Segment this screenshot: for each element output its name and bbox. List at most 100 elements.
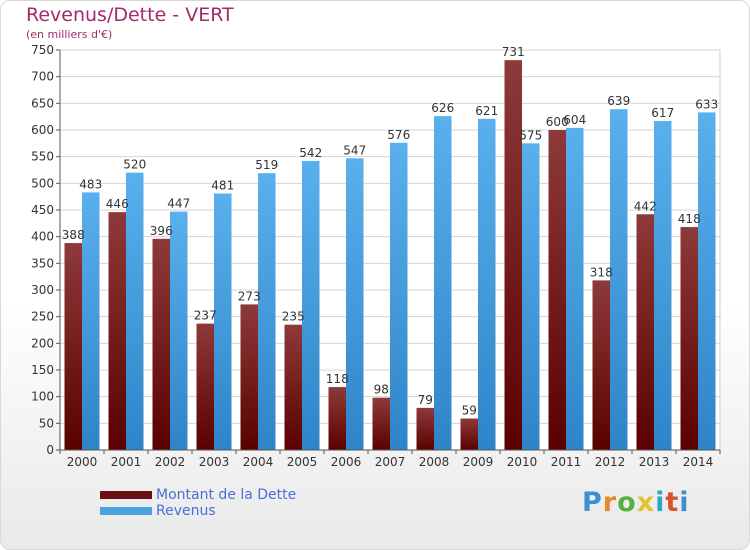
x-tick-label: 2012 [595,455,626,469]
data-label-revenus: 633 [695,97,718,111]
y-tick-label: 400 [31,230,54,244]
data-label-debt: 396 [150,224,173,238]
y-tick-label: 650 [31,96,54,110]
bar-revenus [214,193,232,450]
data-label-revenus: 626 [431,101,454,115]
data-label-debt: 388 [62,228,85,242]
bar-revenus [390,142,408,451]
legend-item-debt: Montant de la Dette [100,487,296,503]
chart-subtitle: (en milliers d'€) [26,28,113,41]
axes: 0 50 100 150 200 250 300 350 400 450 500 550 600 650 7… [31,43,721,469]
x-tick-label: 2014 [683,455,714,469]
x-tick-label: 2007 [375,455,406,469]
x-tick-label: 2009 [463,455,494,469]
bar-debt [64,243,82,450]
data-label-revenus: 547 [343,143,366,157]
y-tick-label: 100 [31,390,54,404]
y-tick-label: 550 [31,150,54,164]
data-label-debt: 273 [238,289,261,303]
data-label-revenus: 481 [211,178,234,192]
bar-revenus [610,109,628,450]
legend-swatch-debt [100,491,152,499]
data-label-revenus: 621 [475,104,498,118]
data-labels: 388 483 446 520 396 447 237 481 273 519 235 542 118 5… [62,45,718,417]
bar-revenus [302,160,320,450]
data-label-debt: 118 [326,372,349,386]
y-tick-label: 0 [46,443,54,457]
y-tick-label: 300 [31,283,54,297]
bar-debt [284,324,302,450]
data-label-debt: 442 [634,199,657,213]
data-label-debt: 59 [462,404,477,418]
x-tick-label: 2008 [419,455,450,469]
bar-debt [108,212,126,450]
legend-swatch-revenus [100,507,152,515]
bar-revenus [566,127,584,450]
x-tick-label: 2006 [331,455,362,469]
bar-debt [636,214,654,450]
y-tick-label: 200 [31,336,54,350]
bar-debt [372,397,390,450]
data-label-debt: 446 [106,197,129,211]
bar-revenus [522,143,540,451]
bar-revenus [698,112,716,451]
y-tick-label: 50 [39,416,54,430]
data-label-revenus: 575 [519,128,542,142]
data-label-debt: 418 [678,212,701,226]
x-tick-label: 2003 [199,455,230,469]
bar-revenus [170,211,188,450]
bar-debt [196,323,214,450]
bar-debt [460,418,478,450]
y-tick-label: 600 [31,123,54,137]
bars [64,60,716,451]
legend-label-revenus: Revenus [156,503,216,519]
bar-debt [592,280,610,450]
bar-revenus [82,192,100,450]
data-label-revenus: 447 [167,197,190,211]
bar-debt [328,387,346,450]
legend-item-revenus: Revenus [100,503,296,519]
x-tick-label: 2011 [551,455,582,469]
bar-debt [504,60,522,451]
x-tick-label: 2005 [287,455,318,469]
data-label-revenus: 519 [255,158,278,172]
data-label-debt: 79 [418,393,433,407]
data-label-revenus: 483 [79,177,102,191]
x-tick-label: 2000 [67,455,98,469]
proxiti-logo: Proxiti [582,487,690,518]
x-tick-label: 2013 [639,455,670,469]
bar-revenus [654,120,672,450]
data-label-revenus: 617 [651,106,674,120]
bar-revenus [258,173,276,450]
data-label-debt: 98 [374,383,389,397]
data-label-debt: 318 [590,265,613,279]
bar-revenus [434,116,452,450]
data-label-revenus: 542 [299,146,322,160]
chart-title: Revenus/Dette - VERT [26,4,234,26]
bar-debt [416,407,434,450]
legend-label-debt: Montant de la Dette [156,487,297,503]
bar-revenus [346,158,364,450]
bar-debt [680,227,698,450]
x-tick-label: 2001 [111,455,142,469]
data-label-revenus: 520 [123,158,146,172]
y-tick-label: 350 [31,256,54,270]
x-tick-label: 2004 [243,455,274,469]
data-label-debt: 731 [502,45,525,59]
y-tick-label: 700 [31,70,54,84]
bar-debt [240,304,258,450]
y-tick-label: 500 [31,176,54,190]
data-label-debt: 237 [194,309,217,323]
bar-debt [548,130,566,450]
data-label-revenus: 576 [387,128,410,142]
x-tick-label: 2002 [155,455,186,469]
y-tick-label: 750 [31,43,54,57]
legend: Montant de la Dette Revenus [100,487,296,519]
y-tick-label: 150 [31,363,54,377]
data-label-revenus: 639 [607,94,630,108]
bar-revenus [478,118,496,451]
data-label-revenus: 604 [563,113,586,127]
data-label-debt: 235 [282,310,305,324]
x-tick-label: 2010 [507,455,538,469]
